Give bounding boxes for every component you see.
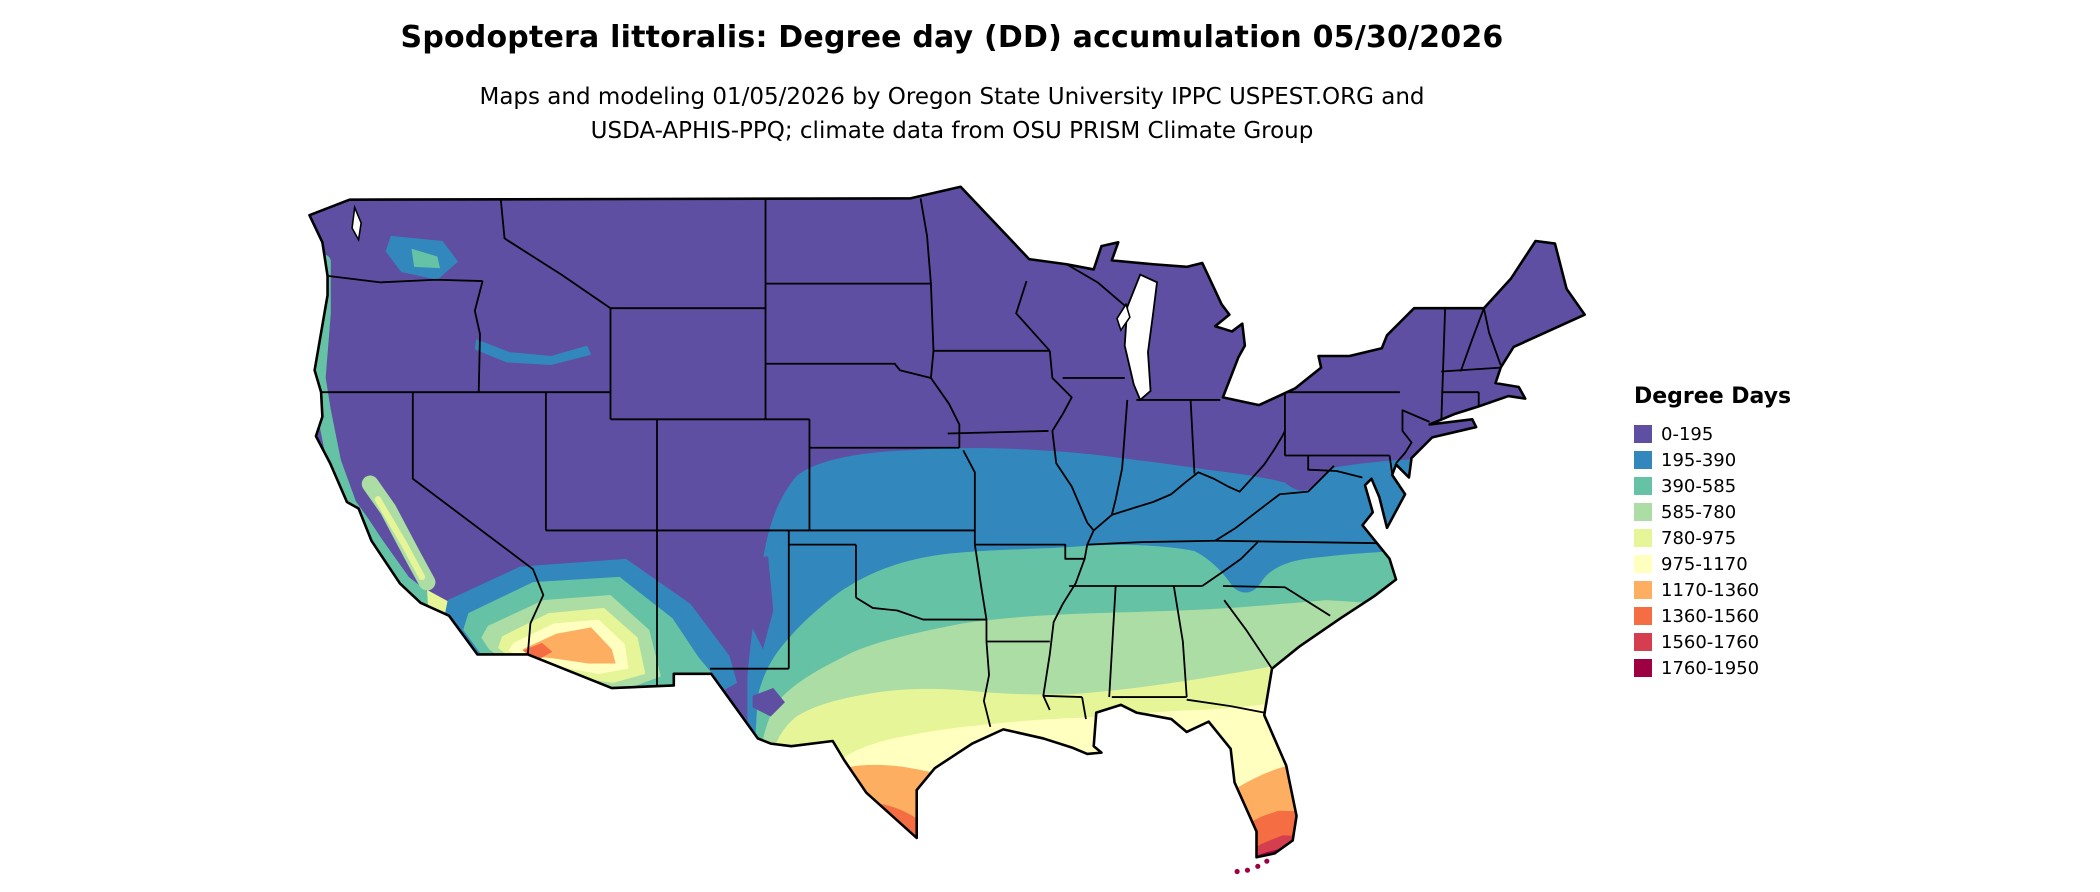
key-dot bbox=[1234, 868, 1240, 875]
dd-band-1360-1560 bbox=[858, 801, 1585, 858]
legend-item: 0-195 bbox=[1634, 421, 1791, 447]
legend-item: 780-975 bbox=[1634, 525, 1791, 551]
state-borders-northeast bbox=[1214, 307, 1502, 542]
legend-item: 975-1170 bbox=[1634, 551, 1791, 577]
map-subtitle: Maps and modeling 01/05/2026 by Oregon S… bbox=[0, 80, 1904, 148]
legend-title: Degree Days bbox=[1634, 384, 1792, 409]
us-map-svg bbox=[308, 185, 1586, 875]
legend-swatch bbox=[1634, 607, 1652, 625]
legend-swatch bbox=[1634, 529, 1652, 547]
dd-patch-davis-mountains bbox=[752, 688, 785, 717]
legend-label: 195-390 bbox=[1661, 449, 1737, 471]
legend-swatch bbox=[1634, 451, 1652, 469]
key-dot bbox=[1264, 858, 1270, 864]
map-title: Spodoptera littoralis: Degree day (DD) a… bbox=[400, 20, 1504, 55]
legend-item: 390-585 bbox=[1634, 473, 1791, 499]
legend-item: 1560-1760 bbox=[1634, 629, 1791, 655]
legend-label: 1360-1560 bbox=[1661, 605, 1760, 627]
key-dot bbox=[1255, 863, 1261, 869]
dd-patch-nm-mountains bbox=[750, 556, 774, 650]
us-outline bbox=[308, 185, 1586, 859]
state-borders-plains bbox=[765, 198, 1085, 728]
legend-item: 1170-1360 bbox=[1634, 577, 1791, 603]
legend: Degree Days 0-195 195-390 390-585 585-78… bbox=[1634, 384, 1791, 681]
legend-swatch bbox=[1634, 477, 1652, 495]
legend-item: 585-780 bbox=[1634, 499, 1791, 525]
legend-swatch bbox=[1634, 581, 1652, 599]
legend-label: 390-585 bbox=[1661, 475, 1737, 497]
state-borders-midwest bbox=[1015, 263, 1286, 711]
legend-label: 780-975 bbox=[1661, 527, 1737, 549]
state-borders-west bbox=[321, 198, 975, 689]
legend-label: 0-195 bbox=[1661, 423, 1714, 445]
green-bay bbox=[1116, 302, 1131, 332]
legend-swatch bbox=[1634, 425, 1652, 443]
lake-michigan bbox=[1123, 273, 1158, 402]
state-borders-south bbox=[1043, 539, 1388, 720]
map-subtitle-line1: Maps and modeling 01/05/2026 by Oregon S… bbox=[479, 84, 1425, 110]
legend-label: 975-1170 bbox=[1661, 553, 1748, 575]
dd-band-1560-1760 bbox=[884, 830, 1585, 858]
legend-swatch bbox=[1634, 633, 1652, 651]
legend-swatch bbox=[1634, 659, 1652, 677]
legend-item: 1760-1950 bbox=[1634, 655, 1791, 681]
legend-label: 585-780 bbox=[1661, 501, 1737, 523]
legend-label: 1560-1760 bbox=[1661, 631, 1760, 653]
dd-band-1170-1360 bbox=[840, 761, 1585, 858]
legend-item: 1360-1560 bbox=[1634, 603, 1791, 629]
legend-item: 195-390 bbox=[1634, 447, 1791, 473]
dd-strip-central-valley-core bbox=[374, 496, 426, 581]
puget-sound bbox=[351, 204, 362, 243]
map-subtitle-line2: USDA-APHIS-PPQ; climate data from OSU PR… bbox=[590, 118, 1314, 144]
legend-label: 1170-1360 bbox=[1661, 579, 1760, 601]
dd-patch-columbia-core bbox=[411, 248, 440, 269]
key-dot bbox=[1244, 867, 1251, 873]
us-degree-day-map bbox=[303, 183, 1595, 883]
florida-keys bbox=[1234, 858, 1270, 875]
dd-sw-core-yuma bbox=[522, 642, 553, 660]
legend-swatch bbox=[1634, 555, 1652, 573]
legend-swatch bbox=[1634, 503, 1652, 521]
legend-label: 1760-1950 bbox=[1661, 657, 1760, 679]
dd-patch-snake-plain bbox=[474, 339, 592, 366]
